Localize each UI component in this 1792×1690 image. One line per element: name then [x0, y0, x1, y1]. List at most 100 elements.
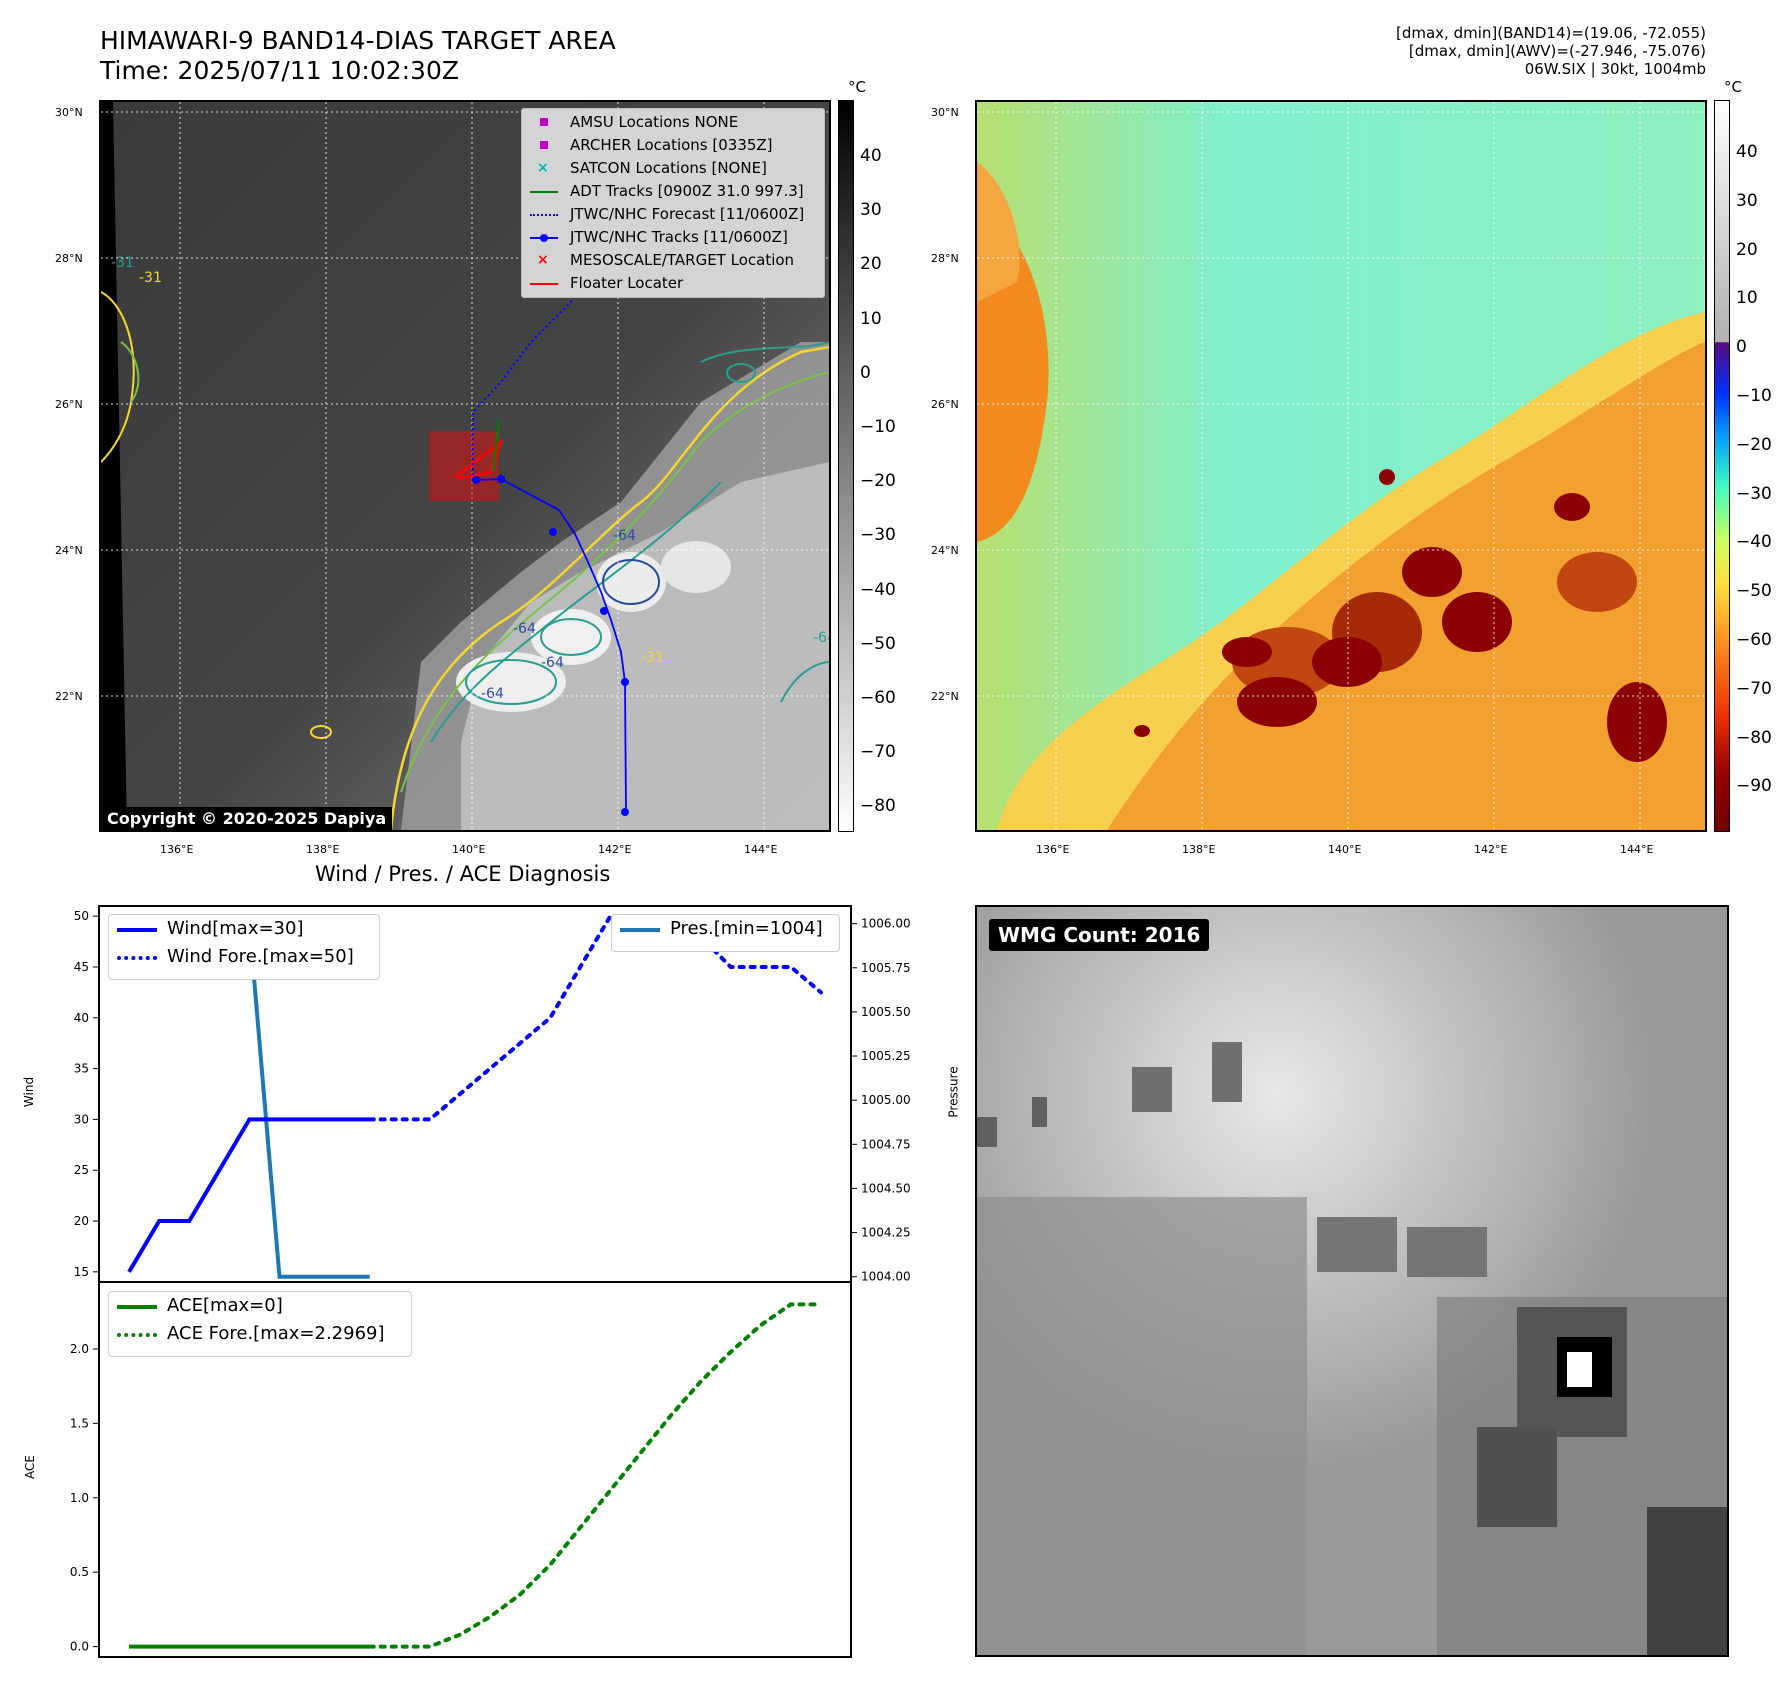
legend-label: JTWC/NHC Forecast [11/0600Z] — [570, 205, 805, 223]
legend-swatch — [117, 928, 157, 932]
wv-colorbar — [1714, 100, 1730, 832]
legend-label: ACE Fore.[max=2.2969] — [167, 1323, 385, 1344]
longitude-label: 138°E — [306, 843, 340, 856]
legend-item-wind-forecast: Wind Fore.[max=50] — [109, 943, 379, 971]
wmg-grid-image — [977, 907, 1727, 1655]
legend-marker — [530, 283, 558, 285]
legend-item: JTWC/NHC Forecast [11/0600Z] — [522, 203, 824, 226]
legend-item: AMSU Locations NONE — [522, 111, 824, 134]
legend-item-ace: ACE[max=0] — [109, 1292, 411, 1320]
legend-label: JTWC/NHC Tracks [11/0600Z] — [570, 228, 788, 246]
metadata-block: [dmax, dmin](BAND14)=(19.06, -72.055) [d… — [1396, 24, 1706, 78]
colorbar-tick-label: 0 — [1736, 337, 1747, 358]
legend-marker — [540, 141, 548, 149]
colorbar-tick-label: 40 — [860, 146, 882, 166]
wind-tick-label: 45 — [74, 960, 89, 974]
wind-tick-label: 15 — [74, 1265, 89, 1279]
longitude-label: 142°E — [1474, 843, 1508, 856]
legend-marker: × — [537, 252, 549, 268]
colorbar-tick-label: 10 — [860, 308, 882, 329]
wind-tick-label: 35 — [74, 1062, 89, 1076]
colorbar-tick-label: −60 — [860, 688, 896, 708]
pressure-tick-label: 1004.25 — [861, 1226, 911, 1240]
legend-swatch — [620, 928, 660, 932]
ace-tick-label: 1.5 — [70, 1416, 89, 1430]
latitude-label: 28°N — [55, 252, 83, 265]
legend-label: ARCHER Locations [0335Z] — [570, 136, 773, 154]
legend-label: Pres.[min=1004] — [670, 918, 823, 939]
latitude-label: 22°N — [55, 690, 83, 703]
pressure-tick-label: 1004.00 — [861, 1270, 911, 1284]
wind-legend: Wind[max=30] Wind Fore.[max=50] — [108, 914, 380, 980]
colorbar-tick-label: −70 — [860, 742, 896, 763]
contour-label: -64 — [813, 630, 829, 646]
pressure-legend: Pres.[min=1004] — [611, 914, 840, 952]
map-gridlines — [977, 102, 1705, 830]
ace-legend: ACE[max=0] ACE Fore.[max=2.2969] — [108, 1291, 412, 1357]
wv-satellite-panel — [975, 100, 1707, 832]
wind-series-line — [127, 1117, 370, 1273]
colorbar-tick-label: −20 — [860, 471, 896, 492]
longitude-label: 144°E — [1620, 843, 1654, 856]
colorbar-tick-label: 30 — [860, 200, 882, 221]
wind-axis-label: Wind — [22, 1076, 37, 1108]
ir-map-legend: AMSU Locations NONE ARCHER Locations [033… — [521, 108, 825, 298]
wind-tick-label: 50 — [74, 909, 89, 923]
meta-band14-range: [dmax, dmin](BAND14)=(19.06, -72.055) — [1395, 24, 1706, 42]
floater-locater-box — [429, 431, 499, 501]
colorbar-tick-label: −20 — [1736, 434, 1772, 455]
colorbar-tick-label: −80 — [860, 796, 896, 817]
legend-label: AMSU Locations NONE — [570, 113, 739, 131]
diagnosis-chart: 15 20 25 30 35 40 45 50 1004.00 1004.25 1004.50 100… — [70, 905, 911, 1658]
colorbar-tick-label: −80 — [1736, 727, 1772, 748]
contour-label: -64 — [541, 655, 564, 671]
colorbar-tick-label: −10 — [1736, 386, 1772, 406]
ace-tick-label: 0.5 — [70, 1565, 89, 1579]
legend-label: Floater Locater — [570, 274, 684, 292]
legend-item-pressure: Pres.[min=1004] — [612, 915, 839, 943]
latitude-label: 28°N — [931, 252, 959, 265]
colorbar-tick-label: −50 — [860, 633, 896, 654]
pressure-tick-label: 1005.00 — [861, 1093, 911, 1107]
ir-colorbar-unit: °C — [848, 78, 866, 96]
ace-axis-label: ACE — [22, 1455, 37, 1479]
contour-label: -31 — [139, 270, 162, 286]
colorbar-tick-label: −40 — [860, 579, 896, 600]
wv-satellite-map — [977, 102, 1705, 830]
colorbar-tick-label: 40 — [1736, 142, 1758, 162]
latitude-label: 24°N — [55, 544, 83, 557]
meta-storm-info: 06W.SIX | 30kt, 1004mb — [1524, 60, 1706, 78]
ace-tick-label: 2.0 — [70, 1342, 89, 1356]
wmg-count-label: WMG Count: 2016 — [989, 919, 1210, 951]
legend-item: JTWC/NHC Tracks [11/0600Z] — [522, 226, 824, 249]
longitude-label: 136°E — [1036, 843, 1070, 856]
wind-tick-label: 40 — [74, 1011, 89, 1025]
legend-item: ARCHER Locations [0335Z] — [522, 134, 824, 157]
figure-title: HIMAWARI-9 BAND14-DIAS TARGET AREA — [100, 26, 616, 55]
legend-item-wind: Wind[max=30] — [109, 915, 379, 943]
pressure-tick-label: 1005.50 — [861, 1005, 911, 1019]
pressure-tick-label: 1004.50 — [861, 1181, 911, 1195]
legend-label: Wind Fore.[max=50] — [167, 946, 354, 967]
longitude-label: 136°E — [160, 843, 194, 856]
colorbar-tick-label: −30 — [1736, 483, 1772, 504]
contour-label: -31 — [111, 255, 134, 271]
no-data-strip — [101, 102, 127, 830]
ir-satellite-panel: -31 -31 -64 -64 -64 -64 -31 -64 AMSU Loc… — [99, 100, 831, 832]
meta-awv-range: [dmax, dmin](AWV)=(-27.946, -75.076) — [1408, 42, 1706, 60]
colorbar-tick-label: −10 — [860, 417, 896, 437]
latitude-label: 26°N — [931, 398, 959, 411]
ace-forecast-series-line — [367, 1302, 823, 1649]
contour-label: -64 — [613, 528, 636, 544]
legend-item: Floater Locater — [522, 272, 824, 295]
legend-marker: × — [537, 160, 549, 176]
pressure-tick-label: 1004.75 — [861, 1137, 911, 1151]
pressure-tick-label: 1006.00 — [861, 917, 911, 931]
wv-colorbar-unit: °C — [1724, 78, 1742, 96]
legend-item: × SATCON Locations [NONE] — [522, 157, 824, 180]
legend-swatch — [117, 1333, 157, 1337]
legend-label: SATCON Locations [NONE] — [570, 159, 767, 177]
longitude-label: 138°E — [1182, 843, 1216, 856]
longitude-label: 144°E — [744, 843, 778, 856]
legend-swatch — [117, 1305, 157, 1309]
